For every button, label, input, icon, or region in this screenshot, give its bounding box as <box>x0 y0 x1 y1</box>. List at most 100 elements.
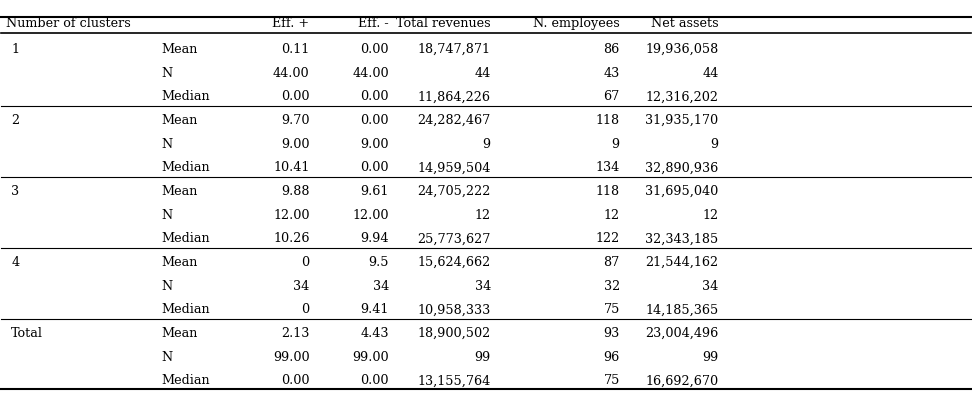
Text: 9.5: 9.5 <box>368 256 389 269</box>
Text: 32,890,936: 32,890,936 <box>645 161 718 174</box>
Text: 43: 43 <box>604 67 620 80</box>
Text: 67: 67 <box>604 90 620 103</box>
Text: 0.00: 0.00 <box>361 161 389 174</box>
Text: 12: 12 <box>703 209 718 222</box>
Text: 96: 96 <box>604 351 620 364</box>
Text: 0.00: 0.00 <box>361 375 389 387</box>
Text: Median: Median <box>161 375 210 387</box>
Text: 75: 75 <box>604 375 620 387</box>
Text: 0.00: 0.00 <box>281 375 310 387</box>
Text: 31,695,040: 31,695,040 <box>645 185 718 198</box>
Text: 0: 0 <box>301 303 310 316</box>
Text: Median: Median <box>161 303 210 316</box>
Text: 75: 75 <box>604 303 620 316</box>
Text: 99: 99 <box>474 351 491 364</box>
Text: Number of clusters: Number of clusters <box>6 18 131 31</box>
Text: 12: 12 <box>474 209 491 222</box>
Text: N: N <box>161 351 173 364</box>
Text: 10,958,333: 10,958,333 <box>418 303 491 316</box>
Text: Mean: Mean <box>161 185 197 198</box>
Text: 18,900,502: 18,900,502 <box>418 327 491 340</box>
Text: 0.00: 0.00 <box>361 90 389 103</box>
Text: 10.26: 10.26 <box>273 232 310 245</box>
Text: 1: 1 <box>11 43 19 56</box>
Text: N: N <box>161 280 173 293</box>
Text: N: N <box>161 67 173 80</box>
Text: Median: Median <box>161 232 210 245</box>
Text: 34: 34 <box>703 280 718 293</box>
Text: 12,316,202: 12,316,202 <box>645 90 718 103</box>
Text: 118: 118 <box>596 185 620 198</box>
Text: Median: Median <box>161 161 210 174</box>
Text: 9.00: 9.00 <box>361 138 389 151</box>
Text: 44: 44 <box>474 67 491 80</box>
Text: 10.41: 10.41 <box>273 161 310 174</box>
Text: Mean: Mean <box>161 327 197 340</box>
Text: 32: 32 <box>604 280 620 293</box>
Text: 18,747,871: 18,747,871 <box>418 43 491 56</box>
Text: 4.43: 4.43 <box>361 327 389 340</box>
Text: 2.13: 2.13 <box>281 327 310 340</box>
Text: 93: 93 <box>604 327 620 340</box>
Text: 24,282,467: 24,282,467 <box>418 114 491 127</box>
Text: 0.00: 0.00 <box>361 43 389 56</box>
Text: 13,155,764: 13,155,764 <box>418 375 491 387</box>
Text: 24,705,222: 24,705,222 <box>417 185 491 198</box>
Text: N. employees: N. employees <box>533 18 620 31</box>
Text: N: N <box>161 138 173 151</box>
Text: Total: Total <box>11 327 43 340</box>
Text: 3: 3 <box>11 185 19 198</box>
Text: Mean: Mean <box>161 114 197 127</box>
Text: 34: 34 <box>294 280 310 293</box>
Text: 12.00: 12.00 <box>273 209 310 222</box>
Text: Net assets: Net assets <box>651 18 718 31</box>
Text: 34: 34 <box>474 280 491 293</box>
Text: Mean: Mean <box>161 256 197 269</box>
Text: 23,004,496: 23,004,496 <box>645 327 718 340</box>
Text: 14,185,365: 14,185,365 <box>645 303 718 316</box>
Text: N: N <box>161 209 173 222</box>
Text: Eff. +: Eff. + <box>272 18 310 31</box>
Text: 25,773,627: 25,773,627 <box>417 232 491 245</box>
Text: 118: 118 <box>596 114 620 127</box>
Text: 21,544,162: 21,544,162 <box>645 256 718 269</box>
Text: 0: 0 <box>301 256 310 269</box>
Text: 0.00: 0.00 <box>281 90 310 103</box>
Text: 31,935,170: 31,935,170 <box>645 114 718 127</box>
Text: 34: 34 <box>373 280 389 293</box>
Text: 44: 44 <box>703 67 718 80</box>
Text: Mean: Mean <box>161 43 197 56</box>
Text: 15,624,662: 15,624,662 <box>418 256 491 269</box>
Text: 9.00: 9.00 <box>281 138 310 151</box>
Text: 9.88: 9.88 <box>281 185 310 198</box>
Text: 9: 9 <box>711 138 718 151</box>
Text: 9.41: 9.41 <box>361 303 389 316</box>
Text: 122: 122 <box>596 232 620 245</box>
Text: 9: 9 <box>483 138 491 151</box>
Text: 86: 86 <box>604 43 620 56</box>
Text: 12: 12 <box>604 209 620 222</box>
Text: 16,692,670: 16,692,670 <box>645 375 718 387</box>
Text: 99.00: 99.00 <box>353 351 389 364</box>
Text: 9.94: 9.94 <box>361 232 389 245</box>
Text: 9: 9 <box>611 138 620 151</box>
Text: 134: 134 <box>596 161 620 174</box>
Text: 99: 99 <box>703 351 718 364</box>
Text: 87: 87 <box>604 256 620 269</box>
Text: 44.00: 44.00 <box>273 67 310 80</box>
Text: Median: Median <box>161 90 210 103</box>
Text: Total revenues: Total revenues <box>397 18 491 31</box>
Text: 99.00: 99.00 <box>273 351 310 364</box>
Text: 0.11: 0.11 <box>281 43 310 56</box>
Text: 4: 4 <box>11 256 19 269</box>
Text: 11,864,226: 11,864,226 <box>418 90 491 103</box>
Text: Eff. -: Eff. - <box>359 18 389 31</box>
Text: 9.61: 9.61 <box>361 185 389 198</box>
Text: 14,959,504: 14,959,504 <box>417 161 491 174</box>
Text: 2: 2 <box>11 114 19 127</box>
Text: 44.00: 44.00 <box>353 67 389 80</box>
Text: 12.00: 12.00 <box>353 209 389 222</box>
Text: 32,343,185: 32,343,185 <box>645 232 718 245</box>
Text: 0.00: 0.00 <box>361 114 389 127</box>
Text: 9.70: 9.70 <box>281 114 310 127</box>
